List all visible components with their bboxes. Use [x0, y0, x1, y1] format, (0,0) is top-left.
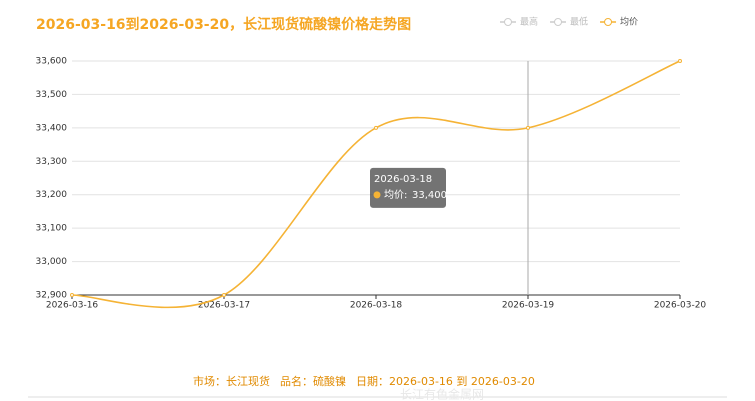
y-tick-label: 32,900 [36, 291, 68, 301]
legend-marker [604, 18, 613, 26]
footer-text: 市场：长江现货 [193, 374, 270, 388]
y-tick-label: 33,400 [36, 123, 68, 133]
point [526, 125, 530, 130]
footer-text: 品名：硫酸镍 [280, 374, 346, 388]
legend-marker [504, 18, 512, 26]
tooltip-value: 33,400 [412, 190, 447, 201]
x-tick-label: 2026-03-20 [654, 301, 707, 311]
legend-label: 最低 [570, 16, 588, 28]
x-tick-label: 2026-03-17 [198, 301, 250, 311]
point [222, 293, 226, 297]
y-tick-label: 33,500 [36, 90, 68, 100]
legend-label: 最高 [520, 16, 538, 28]
point [374, 125, 378, 130]
x-tick-label: 2026-03-19 [502, 301, 555, 311]
point [70, 293, 74, 297]
tooltip-name: 均价 [384, 189, 404, 201]
point [678, 59, 682, 63]
legend-marker [554, 18, 563, 26]
x-tick-label: 2026-03-18 [350, 301, 403, 311]
tooltip-box [370, 167, 446, 208]
watermark: 长江有色金属网 [400, 387, 484, 401]
y-tick-label: 33,100 [36, 224, 68, 234]
y-tick-label: 33,300 [36, 157, 68, 167]
legend-label: 均价 [620, 16, 638, 28]
x-tick-label: 2026-03-16 [46, 301, 99, 311]
y-tick-label: 33,600 [36, 57, 68, 67]
footer-text: 日期：2026-03-16 到 2026-03-20 [356, 375, 535, 388]
chart-title: 2026-03-16到2026-03-20，长江现货硫酸镍价格走势图 [36, 16, 411, 33]
tooltip-title: 2026-03-18 [374, 174, 432, 185]
y-tick-label: 33,000 [36, 257, 68, 267]
tooltip-marker [373, 191, 381, 199]
y-tick-label: 33,200 [36, 190, 68, 200]
tooltip-sep: : [404, 190, 407, 201]
